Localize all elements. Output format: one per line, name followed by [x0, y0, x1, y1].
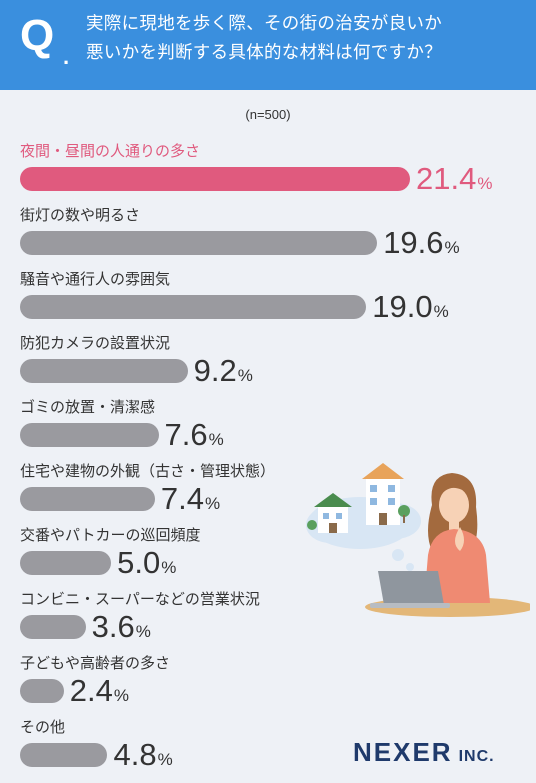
- bar: [20, 359, 188, 383]
- woman-icon: [424, 473, 490, 603]
- bar: [20, 551, 112, 575]
- person-laptop-illustration: [306, 463, 530, 617]
- question-line-2: 悪いかを判断する具体的な材料は何ですか？: [86, 43, 442, 63]
- value-label: 19.6%: [383, 227, 459, 258]
- value-unit: %: [204, 494, 221, 513]
- question-header: Q . 実際に現地を歩く際、その街の治安が良いか 悪いかを判断する具体的な材料は…: [0, 0, 536, 90]
- sample-size-note: (n=500): [245, 107, 291, 122]
- value-number: 9.2: [193, 353, 237, 388]
- tree-icon: [307, 505, 410, 530]
- value-label: 7.6%: [165, 419, 224, 450]
- bar: [20, 615, 86, 639]
- house-icon: [314, 493, 352, 533]
- value-unit: %: [433, 302, 449, 321]
- logo-main: NEXER: [353, 737, 453, 767]
- logo-sub: INC.: [458, 748, 495, 765]
- value-number: 21.4: [416, 161, 477, 196]
- value-number: 2.4: [69, 673, 113, 708]
- value-unit: %: [208, 430, 224, 449]
- value-unit: %: [161, 558, 177, 577]
- value-label: 2.4%: [70, 675, 129, 706]
- value-label: 5.0%: [117, 547, 176, 578]
- value-unit: %: [157, 750, 173, 769]
- category-label: コンビニ・スーパーなどの営業状況: [20, 590, 260, 608]
- value-unit: %: [237, 366, 253, 385]
- laptop-icon: [370, 571, 450, 608]
- value-number: 7.4: [160, 481, 204, 516]
- question-line-1: 実際に現地を歩く際、その街の治安が良いか: [86, 14, 442, 34]
- value-label: 9.2%: [194, 355, 253, 386]
- value-unit: %: [113, 686, 129, 705]
- value-unit: %: [477, 174, 493, 193]
- apartment-icon: [362, 463, 404, 525]
- value-label: 7.4%: [161, 483, 220, 514]
- bar: [20, 231, 378, 255]
- value-unit: %: [444, 238, 460, 257]
- value-number: 19.0: [372, 289, 433, 324]
- bar: [20, 295, 367, 319]
- value-number: 4.8: [113, 737, 157, 772]
- category-label: 夜間・昼間の人通りの多さ: [20, 142, 201, 160]
- category-label: 防犯カメラの設置状況: [20, 334, 171, 352]
- value-number: 5.0: [117, 545, 161, 580]
- category-label: 交番やパトカーの巡回頻度: [20, 526, 201, 544]
- value-number: 7.6: [164, 417, 208, 452]
- bar: [20, 743, 108, 767]
- value-number: 19.6: [383, 225, 444, 260]
- question-text: 実際に現地を歩く際、その街の治安が良いか 悪いかを判断する具体的な材料は何ですか…: [86, 10, 526, 68]
- bar: [20, 679, 64, 703]
- value-label: 21.4%: [416, 163, 492, 194]
- category-label: 騒音や通行人の雰囲気: [20, 270, 171, 288]
- q-dot: .: [63, 44, 70, 69]
- q-mark: Q: [20, 11, 55, 60]
- nexer-logo: NEXER INC.: [353, 737, 495, 768]
- category-label: その他: [20, 718, 66, 736]
- value-label: 4.8%: [113, 739, 172, 770]
- bar: [20, 167, 410, 191]
- category-label: 住宅や建物の外観（古さ・管理状態）: [20, 462, 276, 480]
- bar: [20, 423, 159, 447]
- category-label: 街灯の数や明るさ: [20, 206, 141, 224]
- value-unit: %: [135, 622, 151, 641]
- category-label: ゴミの放置・清潔感: [20, 398, 156, 416]
- value-label: 19.0%: [372, 291, 448, 322]
- category-label: 子どもや高齢者の多さ: [20, 654, 171, 672]
- bar: [20, 487, 155, 511]
- value-label: 3.6%: [92, 611, 151, 642]
- value-number: 3.6: [91, 609, 135, 644]
